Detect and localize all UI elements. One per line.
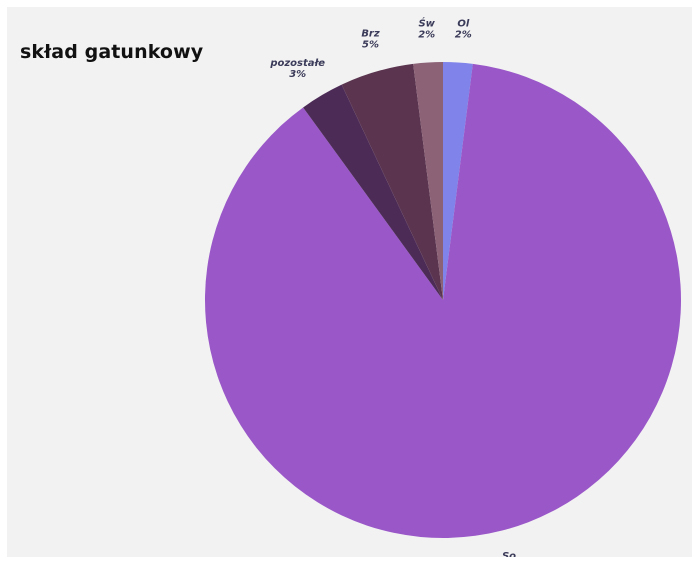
slice-name: Św [418, 17, 435, 30]
slice-percent: 3% [289, 69, 306, 80]
slice-name: So [502, 551, 516, 557]
slice-name: Ol [457, 19, 470, 30]
slice-label-brz: Brz 5% [361, 28, 380, 50]
slice-percent: 2% [418, 30, 435, 41]
pie-slices [204, 62, 681, 539]
slice-name: Brz [361, 28, 380, 39]
slice-label-św: Św 2% [418, 17, 435, 41]
pie-slice-brz [341, 63, 443, 300]
chart-panel: skład gatunkowy Ol2%So88%pozostałe3%Brz5… [7, 7, 692, 557]
chart-title: skład gatunkowy [20, 41, 204, 63]
slice-percent: 2% [455, 30, 472, 41]
slice-label-pozostałe: pozostałe 3% [269, 58, 325, 80]
slice-label-ol: Ol 2% [455, 19, 472, 41]
pie-slice-pozostałe [303, 84, 443, 301]
pie-slice-św [413, 62, 443, 300]
pie-slice-so [204, 63, 681, 539]
pie-slice-ol [443, 62, 473, 300]
slice-label-so: So88% [497, 551, 521, 557]
slice-percent: 5% [362, 39, 379, 50]
slice-name: pozostałe [269, 58, 325, 69]
